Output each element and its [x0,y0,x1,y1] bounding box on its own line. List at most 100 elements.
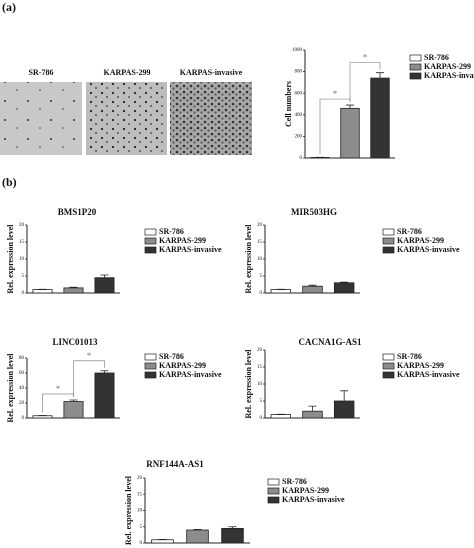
y-tick-label: 0 [140,541,143,546]
image-label: SR-786 [29,68,54,77]
chart-title: BMS1P20 [58,207,97,217]
error-bar [340,390,349,401]
legend-label: SR-786 [159,352,184,361]
error-bar [340,281,349,283]
y-tick-label: 10 [257,257,263,262]
bar [186,529,209,544]
chart-title: RNF144A-AS1 [146,459,204,469]
image-label: KARPAS-invasive [180,68,243,77]
y-tick-label: 800 [295,70,303,75]
bar [333,282,355,294]
legend-label: KARPAS-invasive [397,245,460,254]
legend-swatch [382,246,395,254]
error-bar [308,405,317,412]
significance-label: * [333,89,338,99]
y-tick-label: 0 [22,291,25,296]
y-tick-label: 1000 [292,48,303,53]
bar [370,77,390,159]
legend-swatch [409,63,422,71]
y-tick-label: 10 [257,382,263,387]
legend-swatch [409,54,422,62]
y-tick-label: 10 [137,509,143,514]
y-axis-label: Cell numbers [284,81,293,127]
legend-label: KARPAS-invasive [397,370,460,379]
legend-label: KARPAS-invasive [159,245,222,254]
legend-swatch [382,228,395,236]
y-tick-label: 5 [260,274,263,279]
bar [63,287,84,294]
y-tick-label: 60 [19,371,25,376]
significance-label: * [56,384,61,394]
y-axis-label: Rel. expression level [6,224,15,294]
legend-swatch [144,246,157,254]
bar [151,539,174,544]
y-tick-label: 0 [22,416,25,421]
y-tick-label: 10 [19,257,25,262]
micrograph [170,82,252,155]
legend-label: KARPAS-299 [159,361,206,370]
y-tick-label: 80 [19,356,25,361]
error-bar [69,399,78,402]
legend-swatch [382,371,395,379]
legend-swatch [382,353,395,361]
bar [340,107,360,159]
legend-label: KARPAS-invasive [282,495,345,504]
bar [302,410,323,419]
y-tick-label: 0 [260,291,263,296]
bar [63,401,84,419]
significance-bracket [349,62,381,103]
y-tick-label: 15 [257,365,263,370]
legend-label: SR-786 [397,227,422,236]
y-tick-label: 15 [19,240,25,245]
y-tick-label: 5 [140,525,143,530]
bar [32,415,53,419]
legend-swatch [382,362,395,370]
bar [302,285,323,294]
legend-label: SR-786 [159,227,184,236]
legend-swatch [267,487,280,495]
legend-label: KARPAS-299 [282,486,329,495]
image-label: KARPAS-299 [104,68,151,77]
error-bar [69,286,78,288]
chart-title: CACNA1G-AS1 [299,337,363,347]
legend-label: SR-786 [397,352,422,361]
y-tick-label: 20 [257,223,263,228]
bar [270,289,292,294]
legend-swatch [144,237,157,245]
bar [333,400,355,419]
y-tick-label: 20 [19,223,25,228]
legend-label: KARPAS-invasive [159,370,222,379]
legend-swatch [144,353,157,361]
legend-label: SR-786 [424,53,449,62]
y-tick-label: 600 [295,91,303,96]
bar [221,527,244,544]
legend-swatch [382,237,395,245]
y-tick-label: 5 [260,399,263,404]
micrograph [86,82,167,155]
significance-bracket [73,360,105,397]
y-tick-label: 20 [257,348,263,353]
y-tick-label: 200 [295,135,303,140]
bar [94,372,115,419]
legend-label: SR-786 [282,477,307,486]
error-bar [100,370,109,373]
micrograph [0,82,82,155]
legend-swatch [267,478,280,486]
error-bar [228,526,237,529]
legend-swatch [144,371,157,379]
chart-title: MIR503HG [291,207,337,217]
y-axis-label: Rel. expression level [124,475,133,545]
chart-title: LINC01013 [52,337,98,347]
y-tick-label: 5 [22,274,25,279]
significance-label: * [363,53,368,63]
y-tick-label: 20 [19,401,25,406]
y-tick-label: 20 [137,476,143,481]
legend-label: KARPAS-299 [397,236,444,245]
y-axis-label: Rel. expression level [6,353,15,423]
error-bar [308,284,317,287]
y-tick-label: 400 [295,113,303,118]
bar [270,414,292,419]
panel-label: (a) [2,0,16,14]
significance-label: * [87,351,92,361]
